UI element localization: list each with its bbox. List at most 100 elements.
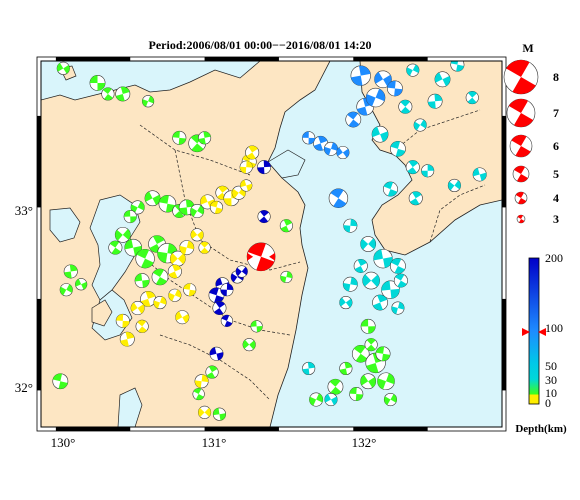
event-mechanism (167, 264, 182, 279)
depth-scale-label: 0 (545, 396, 551, 410)
event-mechanism (144, 190, 161, 207)
frame-tick-bar (37, 298, 41, 391)
event-mechanism (89, 75, 106, 91)
depth-colorbar (528, 257, 540, 405)
event-mechanism (383, 392, 398, 407)
event-mechanism (421, 164, 435, 178)
event-mechanism (393, 273, 408, 288)
event-mechanism (405, 160, 420, 175)
depth-scale-label: 50 (545, 359, 557, 373)
magnitude-legend-symbol (516, 214, 526, 224)
event-mechanism (245, 145, 260, 160)
event-mechanism (205, 365, 219, 379)
event-mechanism (194, 374, 209, 389)
event-mechanism (208, 287, 225, 304)
magnitude-legend-label: 5 (553, 167, 559, 181)
event-mechanism (349, 387, 364, 402)
event-mechanism (119, 331, 135, 347)
event-mechanism (209, 200, 224, 214)
frame-tick-bar (502, 115, 506, 208)
event-mechanism (190, 228, 204, 242)
event-mechanism (168, 288, 182, 302)
event-mechanism (172, 130, 187, 145)
magnitude-legend: 8 7 6 5 4 3 (503, 59, 559, 226)
event-mechanism (190, 204, 205, 219)
event-mechanism (179, 240, 195, 256)
event-mechanism (327, 378, 344, 395)
map-title: Period:2006/08/01 00:00−−2016/08/01 14:2… (148, 38, 372, 52)
event-mechanism (135, 319, 149, 333)
lon-tick-130: 130° (51, 435, 76, 450)
event-mechanism (115, 313, 130, 328)
event-mechanism (134, 273, 150, 289)
event-mechanism (309, 392, 324, 407)
event-mechanism (59, 283, 73, 297)
event-mechanism (398, 99, 413, 114)
beppu-bay (267, 149, 306, 179)
event-mechanism (336, 145, 350, 160)
event-mechanism (342, 276, 358, 292)
event-mechanism (115, 86, 131, 102)
magnitude-legend-symbol (514, 191, 528, 205)
kagoshima-bay (117, 387, 143, 427)
frame-tick-bar (353, 57, 428, 61)
event-mechanism (280, 270, 293, 284)
frame-ticks (37, 57, 506, 431)
events-layer (52, 61, 487, 421)
event-mechanism (413, 118, 427, 132)
event-mechanism (373, 248, 393, 269)
magnitude-legend-label: 7 (553, 106, 559, 120)
event-mechanism (377, 372, 395, 391)
mainshock-marker-icon (247, 252, 276, 271)
event-mechanism (239, 160, 253, 174)
event-mechanism (364, 338, 378, 352)
magnitude-legend-symbol (506, 98, 536, 128)
magnitude-legend-symbol (512, 165, 530, 183)
lon-tick-131: 131° (202, 435, 227, 450)
lat-tick-33: 33° (15, 203, 33, 218)
event-mechanism (192, 387, 205, 401)
event-mechanism (123, 210, 137, 224)
event-mechanism (101, 87, 115, 101)
event-mechanism (212, 301, 227, 316)
event-mechanism (390, 258, 406, 274)
event-mechanism (158, 194, 177, 213)
mainshock-depth-marker-icon (522, 328, 546, 336)
event-mechanism (339, 361, 353, 375)
event-mechanism (151, 268, 169, 286)
event-mechanism (235, 265, 248, 278)
depth-scale-label: 200 (545, 251, 563, 265)
event-mechanism (372, 294, 388, 311)
event-mechanism (108, 240, 123, 255)
event-mechanism (450, 61, 465, 72)
frame-tick-bar (204, 427, 279, 431)
event-mechanism (250, 320, 263, 333)
event-mechanism (257, 210, 271, 224)
event-mechanism (323, 141, 338, 156)
frame-tick-bar (502, 298, 506, 391)
event-mechanism (141, 95, 155, 108)
magnitude-legend-label: 6 (553, 139, 559, 153)
magnitude-legend-label: 4 (553, 191, 559, 205)
event-mechanism (362, 271, 380, 290)
event-mechanism (175, 310, 190, 325)
event-mechanism (371, 125, 389, 143)
event-mechanism (130, 301, 145, 316)
event-mechanism (434, 71, 451, 88)
magnitude-legend-label: 8 (553, 70, 559, 84)
depth-scale-label: 100 (545, 321, 563, 335)
event-mechanism (472, 167, 487, 182)
event-mechanism (114, 226, 131, 243)
magnitude-legend-symbol (509, 134, 533, 158)
omura-bay (49, 207, 81, 243)
event-mechanism (302, 361, 316, 375)
event-mechanism (240, 179, 253, 192)
frame-tick-bar (204, 57, 279, 61)
event-mechanism (198, 241, 211, 254)
frame-tick-bar (55, 57, 131, 61)
event-mechanism (350, 65, 371, 86)
event-mechanism (279, 219, 293, 233)
event-mechanism (324, 392, 338, 407)
magnitude-legend-label: 3 (553, 212, 559, 226)
